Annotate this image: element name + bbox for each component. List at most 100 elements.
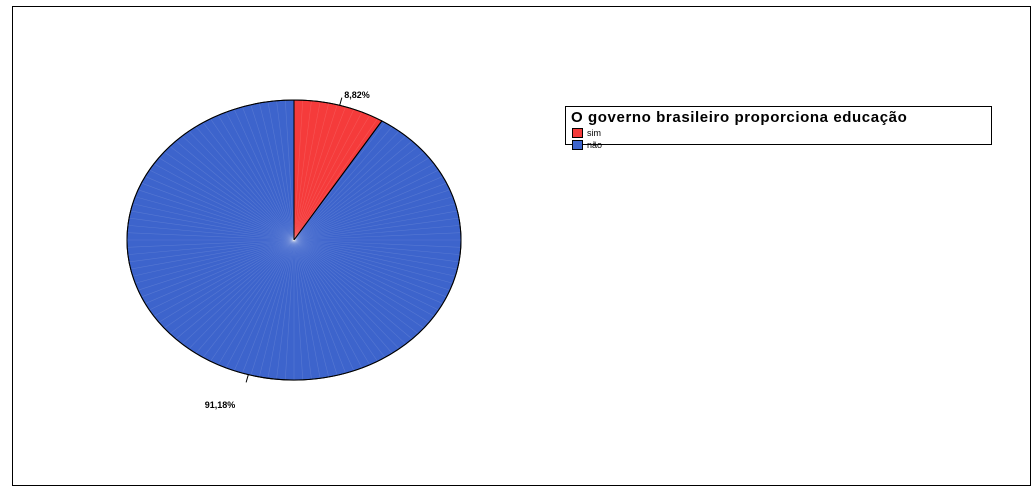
shading-ray xyxy=(293,239,363,369)
shading-ray xyxy=(293,239,461,248)
shading-ray xyxy=(293,239,435,317)
leader-line-sim xyxy=(339,97,343,106)
shading-ray xyxy=(127,225,295,241)
shading-ray xyxy=(293,210,458,241)
legend-item-sim: sim xyxy=(572,127,601,138)
shading-ray xyxy=(135,239,295,284)
shading-ray xyxy=(293,239,312,380)
shading-ray xyxy=(284,239,295,380)
shading-ray xyxy=(293,102,330,241)
shading-ray xyxy=(188,130,295,241)
shading-ray xyxy=(130,210,295,241)
shading-ray xyxy=(293,111,363,241)
shading-ray xyxy=(217,115,295,241)
shading-ray xyxy=(250,239,295,376)
shading-ray xyxy=(293,118,378,241)
shading-ray xyxy=(293,189,450,241)
shading-ray xyxy=(141,182,295,241)
shading-ray xyxy=(210,118,295,241)
shading-ray xyxy=(293,106,346,241)
shading-ray xyxy=(293,239,346,374)
shading-ray xyxy=(225,111,295,241)
shading-ray xyxy=(293,239,456,277)
shading-ray xyxy=(293,151,424,241)
shading-ray xyxy=(293,239,321,379)
shading-ray xyxy=(293,239,424,329)
shading-ray xyxy=(293,239,458,270)
shading-ray xyxy=(233,109,295,241)
shading-ray xyxy=(293,239,393,354)
shading-ray xyxy=(293,239,330,378)
shading-ray xyxy=(153,239,295,317)
shading-ray xyxy=(293,100,312,241)
shading-ray xyxy=(242,239,295,374)
shading-ray xyxy=(293,163,435,241)
shading-ray xyxy=(132,203,295,241)
shading-ray xyxy=(135,196,295,241)
shading-ray xyxy=(169,146,295,241)
data-label-nao: 91,18% xyxy=(205,400,236,410)
shading-ray xyxy=(293,232,461,241)
shading-ray xyxy=(293,239,439,311)
shading-ray xyxy=(293,122,386,241)
shading-ray xyxy=(138,189,295,241)
shading-ray xyxy=(233,239,295,371)
data-labels: 8,82% 91,18% xyxy=(205,90,370,410)
legend-title: O governo brasileiro proporciona educaçã… xyxy=(571,109,908,126)
shading-ray xyxy=(127,239,295,255)
shading-ray xyxy=(127,239,295,248)
shading-ray xyxy=(202,122,295,241)
shading-ray xyxy=(276,100,295,241)
shading-ray xyxy=(169,239,295,334)
shading-ray xyxy=(293,239,338,376)
shading-ray xyxy=(267,239,295,379)
shading-ray xyxy=(293,239,459,263)
shading-ray xyxy=(182,135,295,241)
legend-label-nao: não xyxy=(587,139,603,150)
shading-ray xyxy=(293,101,321,241)
shading-ray xyxy=(141,239,295,298)
shading-ray xyxy=(293,182,447,241)
shading-ray xyxy=(293,100,304,241)
shading-ray xyxy=(293,126,393,241)
shading-ray xyxy=(293,239,406,345)
shading-ray xyxy=(132,239,295,277)
shading-ray xyxy=(293,239,450,291)
shading-ray xyxy=(158,157,295,241)
shading-ray xyxy=(250,104,295,241)
shading-ray xyxy=(225,239,295,369)
shading-ray xyxy=(217,239,295,365)
shading-ray xyxy=(293,109,355,241)
shading-ray xyxy=(149,169,295,241)
shading-ray xyxy=(293,203,456,241)
shading-ray xyxy=(293,146,419,241)
shading-ray xyxy=(164,239,295,329)
shading-ray xyxy=(293,239,355,371)
shading-ray xyxy=(293,140,413,241)
leader-line-nao xyxy=(245,374,249,383)
shading-ray xyxy=(182,239,295,345)
shading-ray xyxy=(293,157,430,241)
shading-ray xyxy=(158,239,295,323)
shading-ray xyxy=(127,232,295,241)
shading-ray xyxy=(130,239,295,270)
shading-ray xyxy=(293,239,447,298)
shading-ray xyxy=(293,115,371,241)
shading-ray xyxy=(293,169,439,241)
shading-ray xyxy=(145,176,295,241)
shading-ray xyxy=(210,239,295,362)
shading-ray xyxy=(242,106,295,241)
legend-item-nao: não xyxy=(572,139,602,150)
shading-ray xyxy=(293,239,461,255)
pie-outline-ellipse xyxy=(126,99,462,381)
shading-ray xyxy=(129,239,295,263)
shading-ray xyxy=(164,151,295,241)
shading-ray xyxy=(153,163,295,241)
shading-ray xyxy=(293,135,406,241)
shading-ray xyxy=(202,239,295,358)
legend: O governo brasileiro proporciona educaçã… xyxy=(565,106,992,150)
shading-ray xyxy=(195,239,295,354)
shading-ray xyxy=(293,239,430,323)
pie-shading-rays xyxy=(127,100,461,380)
shading-ray xyxy=(293,217,459,241)
